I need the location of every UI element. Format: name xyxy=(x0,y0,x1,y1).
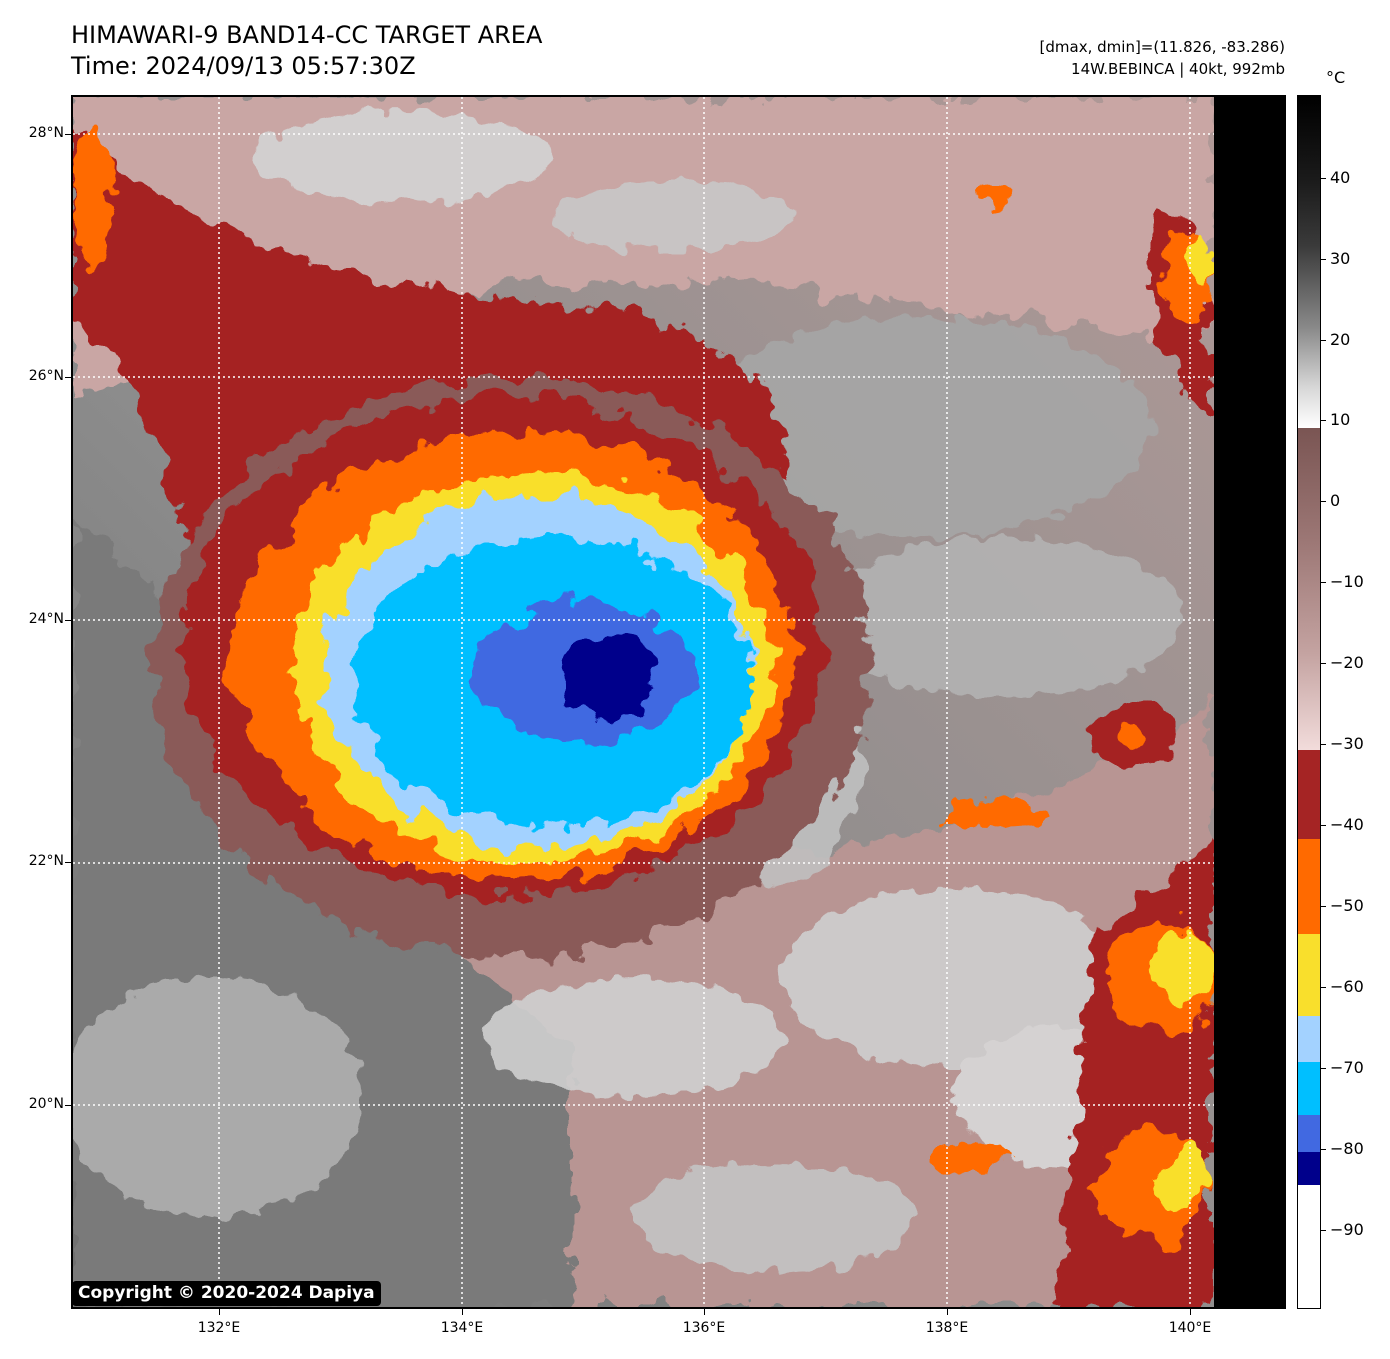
lat-label-20n: 20°N xyxy=(28,1096,64,1112)
satellite-image xyxy=(71,95,1286,1309)
lat-label-24n: 24°N xyxy=(28,611,64,627)
colorbar-tick xyxy=(1321,1149,1326,1150)
lon-label-140e: 140°E xyxy=(1168,1320,1212,1336)
colorbar-tick xyxy=(1321,825,1326,826)
colorbar-tick xyxy=(1321,259,1326,260)
colorbar-label-m70: −70 xyxy=(1330,1058,1364,1077)
colorbar-label-40: 40 xyxy=(1330,168,1351,187)
no-data-strip xyxy=(1214,97,1284,1307)
colorbar-label-30: 30 xyxy=(1330,249,1351,268)
colorbar-label-m90: −90 xyxy=(1330,1220,1364,1239)
lat-label-22n: 22°N xyxy=(28,853,64,869)
colorbar-tick xyxy=(1321,987,1326,988)
colorbar xyxy=(1297,95,1321,1309)
lon-tick xyxy=(704,1309,705,1315)
colorbar-darkred xyxy=(1298,750,1320,839)
colorbar-label-20: 20 xyxy=(1330,330,1351,349)
colorbar-label-m20: −20 xyxy=(1330,653,1364,672)
colorbar-label-m50: −50 xyxy=(1330,896,1364,915)
colorbar-lightblue xyxy=(1298,1016,1320,1062)
colorbar-royalblue xyxy=(1298,1115,1320,1152)
colorbar-tick xyxy=(1321,906,1326,907)
lon-tick xyxy=(1190,1309,1191,1315)
colorbar-orange xyxy=(1298,839,1320,934)
colorbar-tick xyxy=(1321,1230,1326,1231)
colorbar-label-m10: −10 xyxy=(1330,572,1364,591)
colorbar-tick xyxy=(1321,582,1326,583)
lon-tick xyxy=(219,1309,220,1315)
colorbar-tick xyxy=(1321,1068,1326,1069)
lat-label-26n: 26°N xyxy=(28,368,64,384)
colorbar-label-m60: −60 xyxy=(1330,977,1364,996)
colorbar-warm-brown xyxy=(1298,428,1320,750)
copyright-badge: Copyright © 2020-2024 Dapiya xyxy=(72,1281,381,1306)
lon-tick xyxy=(947,1309,948,1315)
colorbar-label-m80: −80 xyxy=(1330,1139,1364,1158)
lon-label-134e: 134°E xyxy=(440,1320,484,1336)
lon-tick xyxy=(462,1309,463,1315)
colorbar-label-m40: −40 xyxy=(1330,815,1364,834)
colorbar-grayscale xyxy=(1298,96,1320,428)
colorbar-white xyxy=(1298,1185,1320,1308)
lat-tick xyxy=(65,134,71,135)
lat-tick xyxy=(65,862,71,863)
colorbar-skyblue xyxy=(1298,1062,1320,1115)
colorbar-label-m30: −30 xyxy=(1330,734,1364,753)
colorbar-unit: °C xyxy=(1326,68,1346,87)
colorbar-tick xyxy=(1321,420,1326,421)
colorbar-tick xyxy=(1321,663,1326,664)
colorbar-tick xyxy=(1321,744,1326,745)
colorbar-tick xyxy=(1321,178,1326,179)
colorbar-label-0: 0 xyxy=(1330,491,1341,510)
lat-label-28n: 28°N xyxy=(28,125,64,141)
lon-label-136e: 136°E xyxy=(682,1320,726,1336)
lat-tick xyxy=(65,377,71,378)
graticule xyxy=(73,97,1214,1307)
chart-title: HIMAWARI-9 BAND14-CC TARGET AREA xyxy=(71,21,543,49)
dmax-dmin-readout: [dmax, dmin]=(11.826, -83.286) xyxy=(1039,38,1285,56)
colorbar-tick xyxy=(1321,340,1326,341)
lon-label-132e: 132°E xyxy=(197,1320,241,1336)
chart-timestamp: Time: 2024/09/13 05:57:30Z xyxy=(71,52,416,80)
colorbar-label-10: 10 xyxy=(1330,410,1351,429)
lat-tick xyxy=(65,1105,71,1106)
lon-label-138e: 138°E xyxy=(925,1320,969,1336)
colorbar-yellow xyxy=(1298,934,1320,1016)
storm-info: 14W.BEBINCA | 40kt, 992mb xyxy=(1071,60,1285,78)
lat-tick xyxy=(65,620,71,621)
colorbar-tick xyxy=(1321,501,1326,502)
colorbar-navy xyxy=(1298,1152,1320,1185)
